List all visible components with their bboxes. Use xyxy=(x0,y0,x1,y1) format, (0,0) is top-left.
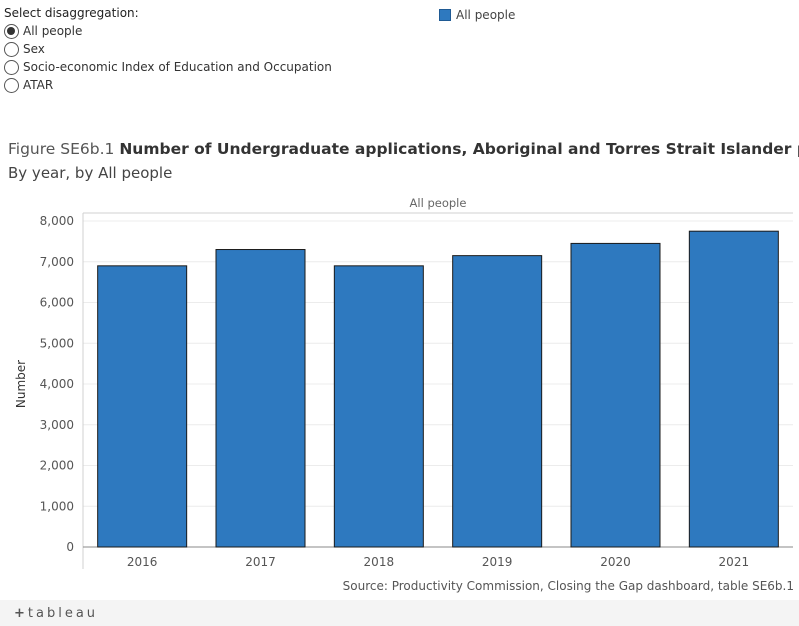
y-tick-label: 1,000 xyxy=(40,499,74,513)
radio-option-label: Socio-economic Index of Education and Oc… xyxy=(23,60,332,74)
radio-button-icon[interactable] xyxy=(4,59,19,75)
panel-header-label: All people xyxy=(410,196,467,210)
x-tick-label: 2021 xyxy=(719,555,750,569)
figure-number: Figure SE6b.1 xyxy=(8,140,115,158)
source-note: Source: Productivity Commission, Closing… xyxy=(342,579,794,593)
y-tick-label: 0 xyxy=(66,540,74,554)
radio-button-icon[interactable] xyxy=(4,41,19,57)
radio-option-label: All people xyxy=(23,24,83,38)
legend-swatch xyxy=(439,9,451,21)
tableau-logo-text: tableau xyxy=(27,605,99,621)
y-tick-label: 3,000 xyxy=(40,418,74,432)
legend-label: All people xyxy=(456,8,516,22)
y-tick-label: 4,000 xyxy=(40,377,74,391)
bar xyxy=(570,242,661,548)
x-tick-label: 2019 xyxy=(482,555,513,569)
tableau-footer: + tableau xyxy=(0,600,799,626)
legend[interactable]: All people xyxy=(439,8,515,22)
x-tick-label: 2017 xyxy=(245,555,276,569)
bar xyxy=(97,265,188,548)
y-axis-label: Number xyxy=(14,360,28,408)
bar-chart: All people 0 1,000 2,000 3,000 4,000 5,000 6,00… xyxy=(14,196,793,569)
chart-subtitle: By year, by All people xyxy=(8,164,173,182)
bar xyxy=(333,265,424,548)
radio-option-label: Sex xyxy=(23,42,45,56)
y-tick-label: 5,000 xyxy=(40,336,74,350)
x-tick-label: 2020 xyxy=(600,555,631,569)
radio-option-all-people[interactable]: All people xyxy=(4,22,332,40)
tableau-logo[interactable]: + tableau xyxy=(14,606,98,621)
chart-title-main: Number of Undergraduate applications, Ab… xyxy=(119,140,799,158)
radio-button-icon[interactable] xyxy=(4,77,19,93)
tableau-logo-icon: + xyxy=(14,605,25,621)
radio-option-atar[interactable]: ATAR xyxy=(4,76,332,94)
bar xyxy=(452,255,543,548)
y-tick-label: 2,000 xyxy=(40,459,74,473)
radio-option-sex[interactable]: Sex xyxy=(4,40,332,58)
radio-option-seifa[interactable]: Socio-economic Index of Education and Oc… xyxy=(4,58,332,76)
radio-button-icon[interactable] xyxy=(4,23,19,39)
x-tick-label: 2018 xyxy=(364,555,395,569)
bar xyxy=(215,249,306,548)
x-tick-label: 2016 xyxy=(127,555,158,569)
y-tick-label: 8,000 xyxy=(40,214,74,228)
y-tick-label: 7,000 xyxy=(40,255,74,269)
radio-option-label: ATAR xyxy=(23,78,54,92)
y-tick-label: 6,000 xyxy=(40,296,74,310)
bar xyxy=(688,230,779,548)
disaggregation-label: Select disaggregation: xyxy=(4,6,139,20)
chart-title: Figure SE6b.1 Number of Undergraduate ap… xyxy=(8,140,799,158)
disaggregation-control: Select disaggregation: All people Sex So… xyxy=(4,6,332,94)
